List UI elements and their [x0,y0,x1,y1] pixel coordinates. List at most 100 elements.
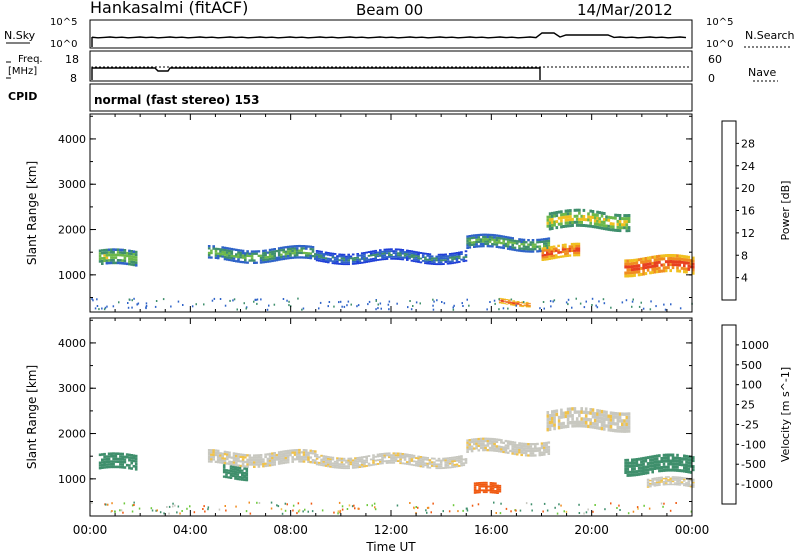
clutter-cell [432,502,434,505]
echo-cell [605,215,608,219]
echo-cell [246,252,249,255]
echo-cell [651,479,654,481]
echo-cell [626,268,630,272]
echo-cell [662,482,666,484]
clutter-cell [430,511,432,514]
echo-cell [658,478,661,480]
echo-cell [685,477,688,479]
echo-cell [689,479,693,482]
echo-cell [333,260,337,263]
echo-cell [546,251,549,254]
echo-cell [633,273,636,277]
clutter-cell [350,303,352,306]
clutter-cell [176,511,178,514]
echo-cell [460,457,463,459]
echo-cell [123,458,127,461]
echo-cell [453,460,457,462]
echo-cell [575,242,578,245]
clutter-cell [530,503,533,506]
echo-cell [531,243,535,246]
echo-cell [651,484,654,486]
clutter-cell [542,510,544,513]
echo-cell [493,438,496,441]
echo-cell [646,486,650,488]
echo-cell [408,463,411,466]
echo-cell [403,256,407,259]
echo-cell [664,476,668,478]
clutter-cell [619,509,621,511]
echo-cell [633,258,636,262]
echo-cell [241,458,245,461]
echo-cell [653,464,657,467]
echo-cell [381,254,384,257]
echo-cell [593,225,597,229]
echo-cell [245,467,249,470]
echo-cell [479,446,483,450]
echo-cell [259,463,263,466]
x-tick-label: 00:00 [675,523,710,537]
echo-cell [566,221,570,225]
echo-cell [473,447,476,450]
echo-cell [394,460,398,462]
echo-cell [437,253,441,256]
echo-cell [428,466,432,469]
echo-cell [223,462,227,465]
colorbar-tick-label: 1000 [741,339,769,352]
echo-cell [550,248,554,251]
echo-cell [259,460,263,464]
clutter-cell [203,505,205,508]
clutter-cell [136,303,139,306]
nsky-label: N.Sky [4,29,36,42]
echo-cell [473,438,476,441]
echo-cell [134,264,138,267]
echo-cell [626,470,630,474]
echo-cell [683,454,686,458]
echo-cell [470,234,474,237]
clutter-cell [339,509,342,512]
freq-label-2: [MHz] [8,66,38,77]
echo-cell [626,259,630,263]
echo-cell [331,254,335,257]
echo-cell [518,446,521,449]
echo-cell [358,458,362,461]
echo-cell [399,458,402,461]
echo-cell [275,458,279,461]
echo-cell [621,422,624,426]
echo-cell [578,420,581,424]
echo-cell [653,258,657,262]
echo-cell [518,247,521,250]
echo-cell [327,459,330,462]
echo-cell [529,447,533,450]
clutter-cell [248,501,250,504]
echo-cell [241,462,245,466]
echo-cell [612,418,615,422]
echo-cell [134,261,138,264]
echo-cell [680,463,684,467]
clutter-cell [592,510,594,513]
echo-cell [612,228,615,232]
echo-cell [614,429,617,433]
echo-cell [644,471,648,475]
echo-cell [232,470,235,473]
echo-cell [331,458,335,461]
echo-cell [307,453,310,457]
echo-cell [397,454,400,457]
echo-cell [430,262,434,265]
echo-cell [360,458,364,461]
nsearch-tick-high: 10^5 [706,17,734,28]
echo-cell [282,248,285,251]
echo-cell [253,250,256,253]
echo-cell [553,220,556,224]
echo-cell [466,242,469,245]
echo-cell [210,458,213,461]
echo-cell [527,447,530,450]
echo-cell [462,464,466,467]
echo-cell [264,462,267,465]
echo-cell [692,268,695,272]
echo-cell [687,480,691,483]
clutter-cell [616,507,618,509]
echo-cell [562,415,565,419]
echo-cell [123,460,127,464]
echo-cell [552,256,556,260]
